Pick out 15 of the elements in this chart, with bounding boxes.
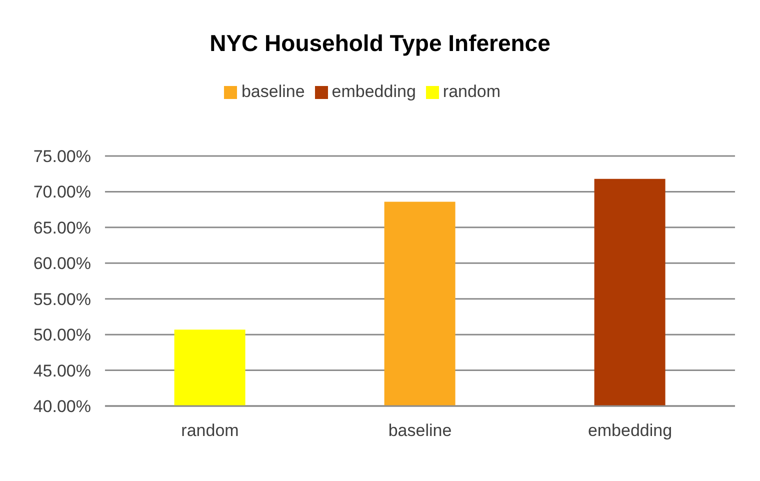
y-tick-label: 65.00% [33, 218, 91, 238]
chart-title: NYC Household Type Inference [208, 30, 552, 57]
legend-label: random [442, 82, 501, 101]
y-tick-label: 55.00% [33, 290, 91, 309]
y-tick-label: 70.00% [33, 182, 91, 202]
x-tick-label: embedding [588, 421, 672, 440]
y-tick-label: 50.00% [33, 326, 91, 345]
x-tick-label: baseline [388, 421, 452, 440]
y-tick-label: 45.00% [33, 361, 91, 380]
x-tick-label: random [181, 421, 239, 440]
y-tick-label: 40.00% [33, 397, 91, 416]
y-tick-label: 75.00% [33, 147, 91, 166]
legend-label: embedding [332, 82, 416, 101]
legend-label: baseline [241, 82, 305, 101]
y-tick-label: 60.00% [33, 254, 91, 274]
